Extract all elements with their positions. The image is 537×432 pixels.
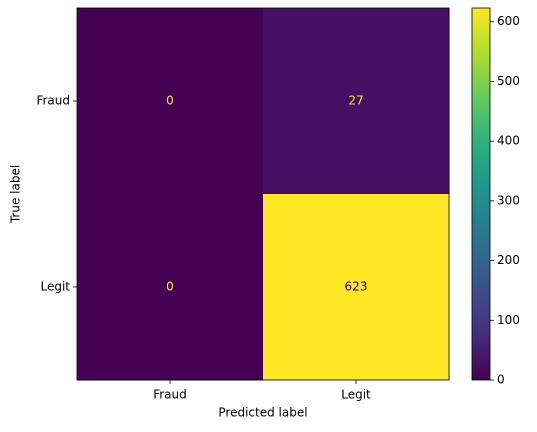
heatmap-cell xyxy=(263,8,450,195)
heatmap-cell xyxy=(263,194,450,381)
colorbar-tick-label: 0 xyxy=(497,373,505,387)
x-axis-label: Predicted label xyxy=(218,406,307,420)
y-tick-label: Legit xyxy=(40,280,70,294)
x-tick-label: Fraud xyxy=(153,388,187,402)
y-axis-label: True label xyxy=(9,165,23,224)
cell-value-label: 0 xyxy=(166,94,174,108)
plot-frame xyxy=(76,7,450,381)
colorbar-tick-label: 500 xyxy=(497,74,520,88)
colorbar-tick-label: 300 xyxy=(497,193,520,207)
colorbar-tick-label: 600 xyxy=(497,14,520,28)
y-tick-label: Fraud xyxy=(36,94,70,108)
cell-value-label: 623 xyxy=(345,280,368,294)
heatmap-cell xyxy=(77,8,264,195)
cell-value-label: 27 xyxy=(348,94,363,108)
cell-value-label: 0 xyxy=(166,280,174,294)
x-tick-label: Legit xyxy=(341,388,371,402)
colorbar xyxy=(471,7,491,381)
heatmap-cell xyxy=(77,194,264,381)
colorbar-tick-label: 400 xyxy=(497,134,520,148)
colorbar-tick-label: 200 xyxy=(497,253,520,267)
colorbar-tick-label: 100 xyxy=(497,313,520,327)
